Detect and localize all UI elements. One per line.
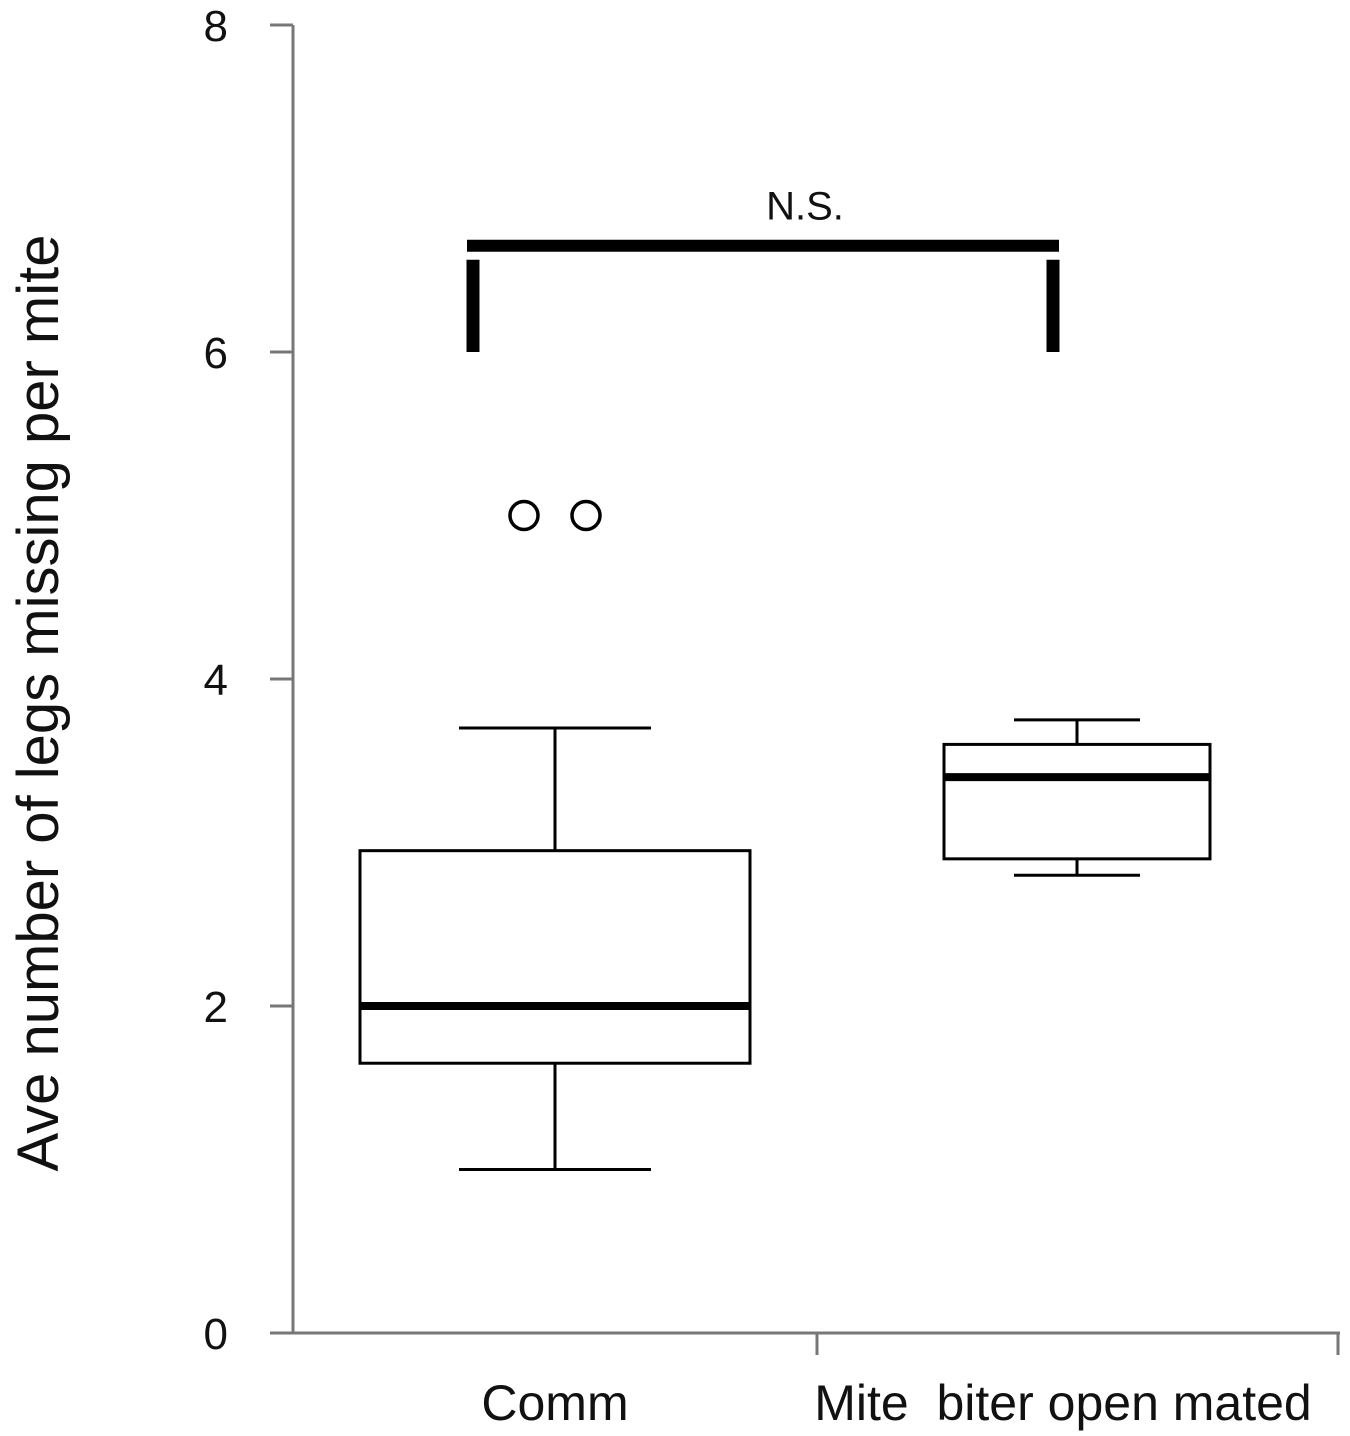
outlier-point xyxy=(570,499,602,532)
iqr-box xyxy=(358,849,752,1065)
y-tick-label: 0 xyxy=(204,1310,228,1359)
box-1 xyxy=(942,718,1212,877)
y-axis-title: Ave number of legs missing per mite xyxy=(6,234,71,1171)
iqr-box xyxy=(942,742,1212,861)
significance-bracket: N.S. xyxy=(466,185,1060,352)
y-axis: 0 2 4 6 8 xyxy=(204,2,295,1359)
outlier-point xyxy=(508,499,540,532)
box-0 xyxy=(358,499,752,1171)
y-tick-label: 4 xyxy=(204,656,228,705)
y-tick-label: 8 xyxy=(204,2,228,51)
category-label-mite-biter: Mite biter open mated xyxy=(814,1375,1312,1431)
y-tick-label: 6 xyxy=(204,329,228,378)
boxes xyxy=(358,499,1212,1171)
x-axis: Comm Mite biter open mated xyxy=(270,1331,1340,1431)
category-label-comm: Comm xyxy=(481,1375,628,1431)
y-tick-label: 2 xyxy=(204,983,228,1032)
significance-label: N.S. xyxy=(766,185,844,229)
